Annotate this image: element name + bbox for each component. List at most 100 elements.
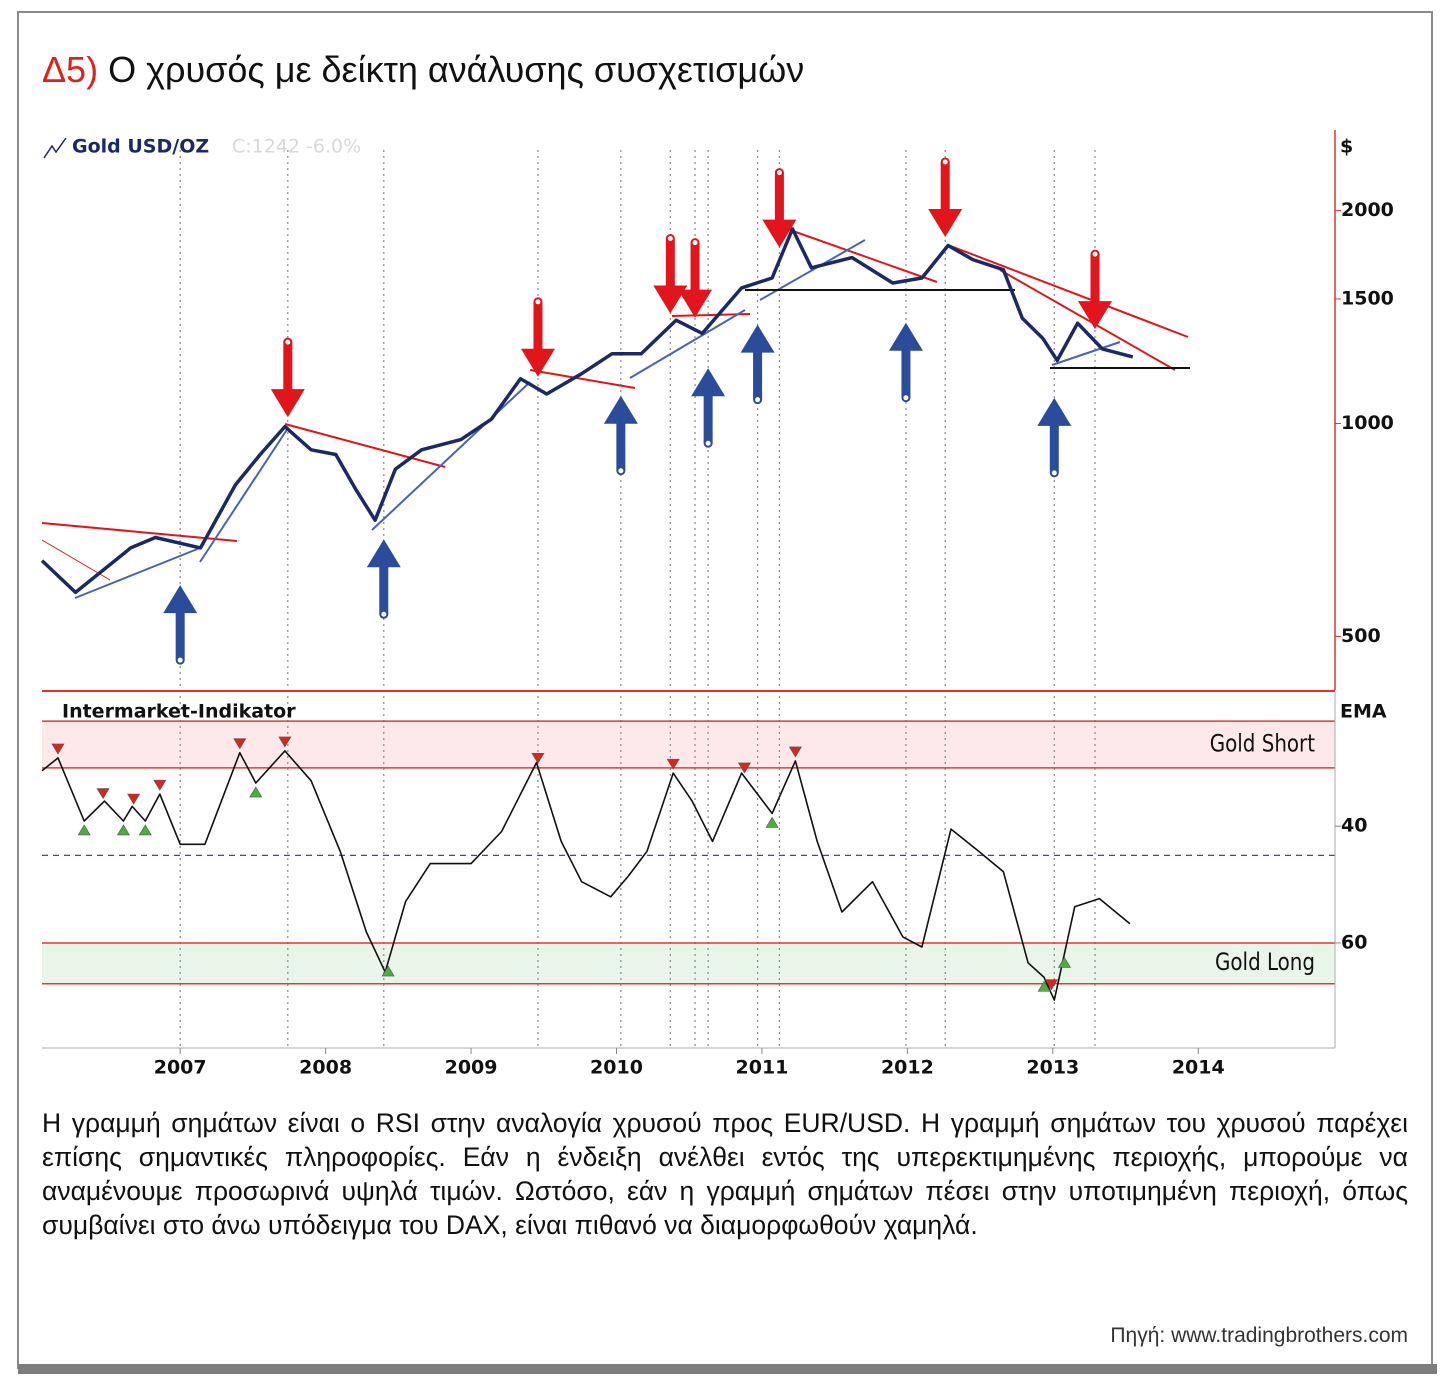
buy-signal [765, 816, 779, 828]
legend-note: C:1242 -6.0% [232, 136, 361, 158]
title: Δ5) Ο χρυσός με δείκτη ανάλυσης συσχετισμ… [42, 49, 804, 90]
data-line [40, 227, 1134, 595]
source: Πηγή: www.tradingbrothers.com [1110, 1324, 1408, 1347]
arrow-head [653, 285, 688, 314]
arrow-tail [379, 609, 389, 619]
buy-signal [1057, 956, 1072, 968]
buy-signal [77, 824, 91, 836]
panel-title: Intermarket-Indikator [62, 701, 296, 723]
arrow-head [762, 219, 797, 248]
zone [42, 721, 1335, 768]
sell-signal [531, 752, 545, 764]
body-text: Η γραμμή σημάτων είναι ο RSI στην αναλογ… [42, 1108, 1408, 1240]
trendline [999, 269, 1176, 371]
arrow-tail [901, 393, 911, 403]
arrow-head [678, 289, 713, 318]
arrow-tail [175, 655, 185, 665]
title-text: Ο χρυσός με δείκτη ανάλυσης συσχετισμών [108, 49, 804, 90]
buy-signal [1037, 980, 1051, 992]
trendline [789, 229, 938, 283]
y-tick-label: 2000 [1341, 199, 1394, 221]
arrow-tail [283, 337, 293, 347]
sell-signal [96, 788, 110, 800]
sell-signal [127, 793, 141, 805]
signal-arrow [762, 168, 797, 248]
y-unit-label: $ [1340, 136, 1353, 158]
trendline [947, 244, 1189, 338]
arrow-head [888, 322, 923, 351]
arrow-head [163, 585, 198, 614]
arrow-head [520, 348, 555, 377]
buy-signal [249, 786, 263, 798]
sell-signal [737, 762, 752, 774]
trendline [199, 427, 289, 563]
frame-shadow [18, 1364, 1437, 1374]
buy-signal [116, 824, 130, 836]
arrow-tail [616, 466, 626, 476]
arrow-tail [940, 157, 950, 167]
signal-arrow [653, 234, 688, 314]
arrow-tail [703, 438, 713, 448]
arrow-head [603, 395, 638, 424]
legend-icon [43, 137, 67, 159]
zone-label: Gold Short [1210, 730, 1315, 757]
arrow-tail [665, 234, 675, 244]
x-tick-label: 2012 [881, 1057, 934, 1079]
signal-arrow [678, 238, 713, 318]
x-tick-label: 2011 [736, 1057, 789, 1079]
signal-arrow [163, 585, 198, 665]
y-unit-label: EMA [1340, 701, 1387, 723]
signal-arrow [366, 539, 401, 619]
arrow-head [366, 539, 401, 568]
x-tick-label: 2013 [1026, 1057, 1079, 1079]
sell-signal [666, 758, 680, 770]
x-tick-label: 2010 [590, 1057, 643, 1079]
signal-arrow [691, 368, 726, 448]
trendline [529, 369, 636, 389]
trendline [629, 309, 746, 379]
arrow-head [1037, 397, 1072, 426]
sell-signal [788, 746, 802, 758]
sell-signal [278, 736, 292, 748]
arrow-head [270, 389, 305, 418]
y-tick-label: 40 [1341, 815, 1367, 837]
arrow-tail [1090, 249, 1100, 259]
sell-signal [51, 743, 65, 755]
arrow-head [1078, 301, 1113, 330]
zone [42, 942, 1335, 984]
sell-signal [233, 738, 247, 750]
trendline [284, 423, 446, 468]
zone-label: Gold Long [1215, 949, 1315, 976]
signal-arrow [520, 297, 555, 377]
data-line [41, 750, 1131, 1001]
signal-arrow [1078, 249, 1113, 330]
trendline [1051, 341, 1121, 366]
trendline [371, 381, 531, 531]
x-tick-label: 2007 [154, 1057, 207, 1079]
arrow-head [740, 324, 775, 353]
x-tick-label: 2009 [445, 1057, 498, 1079]
signal-arrow [740, 324, 775, 405]
sell-signal [153, 779, 167, 791]
buy-signal [381, 965, 395, 977]
arrow-tail [774, 168, 784, 178]
signal-arrow [888, 322, 923, 403]
signal-arrow [928, 157, 963, 237]
title-prefix: Δ5) [42, 49, 98, 90]
signal-arrow [603, 395, 638, 476]
y-tick-label: 1500 [1341, 287, 1394, 309]
trendlines [41, 229, 1190, 599]
trendline [74, 547, 201, 599]
signal-arrow [1037, 397, 1072, 478]
arrow-tail [1049, 468, 1059, 478]
y-tick-label: 60 [1341, 931, 1367, 953]
arrow-tail [753, 395, 763, 405]
arrow-head [691, 368, 726, 397]
legend-label: Gold USD/OZ [72, 136, 209, 158]
buy-signal [138, 824, 152, 836]
x-tick-label: 2008 [299, 1057, 352, 1079]
signal-arrow [270, 337, 305, 418]
sell-signal [1044, 979, 1058, 991]
